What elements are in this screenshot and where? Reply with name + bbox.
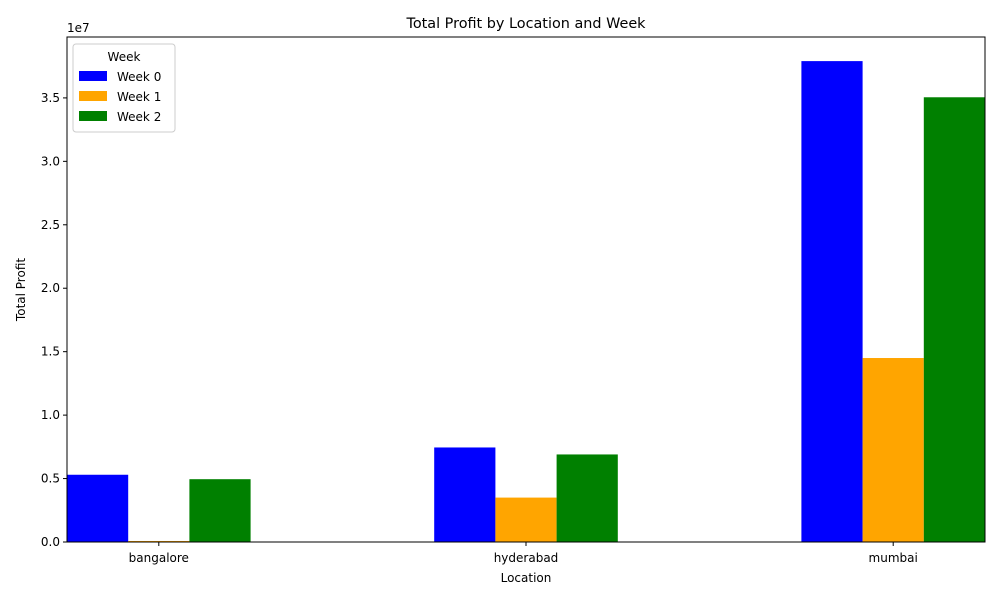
bars	[67, 61, 985, 543]
x-tick-label-hyderabad: hyderabad	[494, 551, 559, 565]
y-tick-label: 3.0	[41, 154, 60, 168]
bar-bangalore-week-2	[189, 479, 251, 542]
legend-swatch-week-0	[79, 71, 107, 81]
x-axis-label: Location	[501, 571, 552, 585]
legend-label-week-1: Week 1	[117, 90, 161, 104]
bar-hyderabad-week-1	[495, 497, 557, 542]
y-tick-label: 3.5	[41, 91, 60, 105]
bar-mumbai-week-2	[923, 97, 985, 542]
y-axis-label: Total Profit	[14, 258, 28, 322]
x-tick-label-bangalore: bangalore	[129, 551, 189, 565]
x-tick-label-mumbai: mumbai	[869, 551, 918, 565]
y-tick-label: 2.0	[41, 281, 60, 295]
chart-title: Total Profit by Location and Week	[405, 16, 646, 32]
y-offset-text: 1e7	[67, 21, 90, 35]
legend-box	[72, 43, 176, 133]
legend-title: Week	[108, 50, 141, 64]
bar-mumbai-week-0	[801, 61, 863, 543]
y-axis-ticks: 0.0 0.5 1.0 1.5 2.0 2.5 3.0 3.5	[41, 91, 67, 549]
bar-hyderabad-week-2	[556, 454, 618, 542]
legend-label-week-2: Week 2	[117, 110, 161, 124]
legend: Week Week 0 Week 1 Week 2	[72, 43, 176, 133]
y-tick-label: 1.0	[41, 408, 60, 422]
legend-label-week-0: Week 0	[117, 70, 161, 84]
legend-swatch-week-1	[79, 91, 107, 101]
y-tick-label: 2.5	[41, 218, 60, 232]
bar-hyderabad-week-0	[434, 447, 496, 542]
y-tick-label: 0.5	[41, 472, 60, 486]
bar-mumbai-week-1	[862, 358, 924, 542]
legend-swatch-week-2	[79, 111, 107, 121]
bar-bangalore-week-0	[67, 474, 129, 542]
x-axis-ticks: bangalore hyderabad mumbai	[129, 542, 918, 565]
y-tick-label: 1.5	[41, 345, 60, 359]
y-tick-label: 0.0	[41, 535, 60, 549]
bar-bangalore-week-1	[128, 540, 190, 542]
